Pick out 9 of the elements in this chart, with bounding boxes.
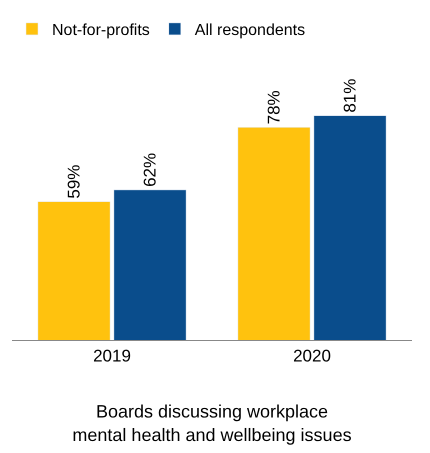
x-tick-label: 2019	[93, 346, 131, 366]
x-tick-label: 2020	[293, 346, 331, 366]
data-label: 78%	[264, 90, 284, 124]
legend-label: Not-for-profits	[52, 22, 150, 40]
legend-label: All respondents	[194, 22, 306, 40]
data-label: 81%	[340, 78, 360, 113]
x-axis-title: Boards discussing workplace mental health and wellbeing issues	[72, 402, 352, 445]
data-label: 62%	[140, 152, 160, 187]
data-label: 59%	[64, 164, 84, 199]
